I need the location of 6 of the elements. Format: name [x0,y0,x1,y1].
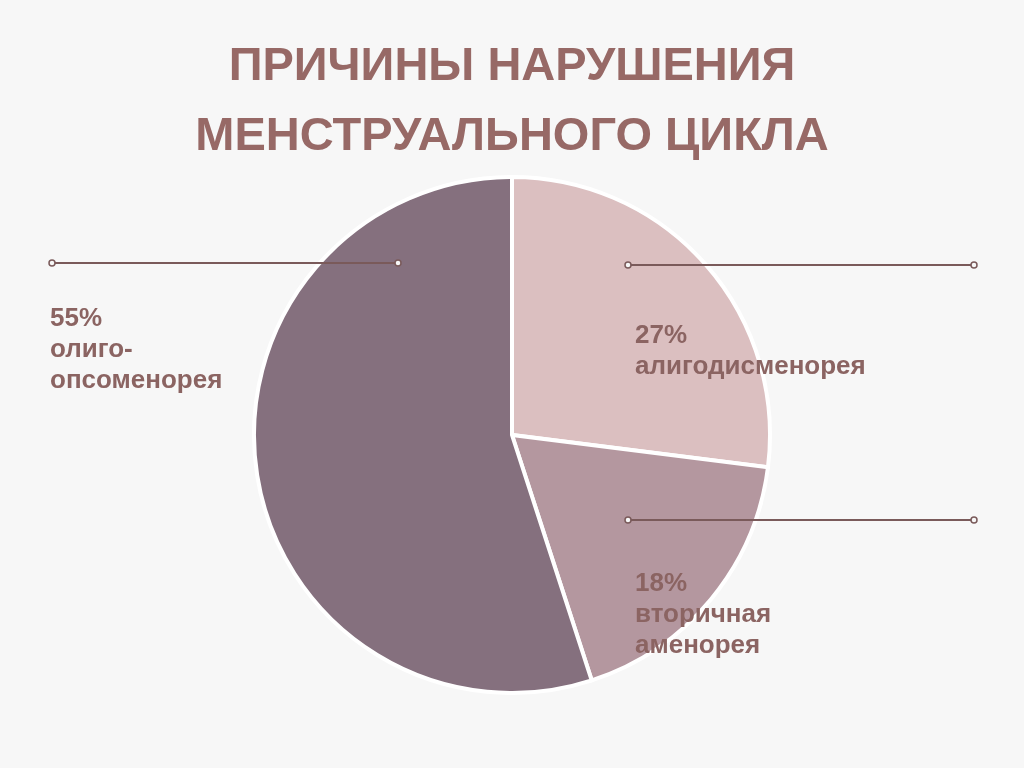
slice-label: олиго-опсоменорея [50,333,223,394]
text: МЕНСТРУАЛЬНОГО ЦИКЛА [195,107,829,160]
data-label: 27% [635,319,688,349]
data-label: 18% [635,567,688,597]
text: ПРИЧИНЫ НАРУШЕНИЯ [228,37,796,90]
data-label: 55% [50,302,103,332]
